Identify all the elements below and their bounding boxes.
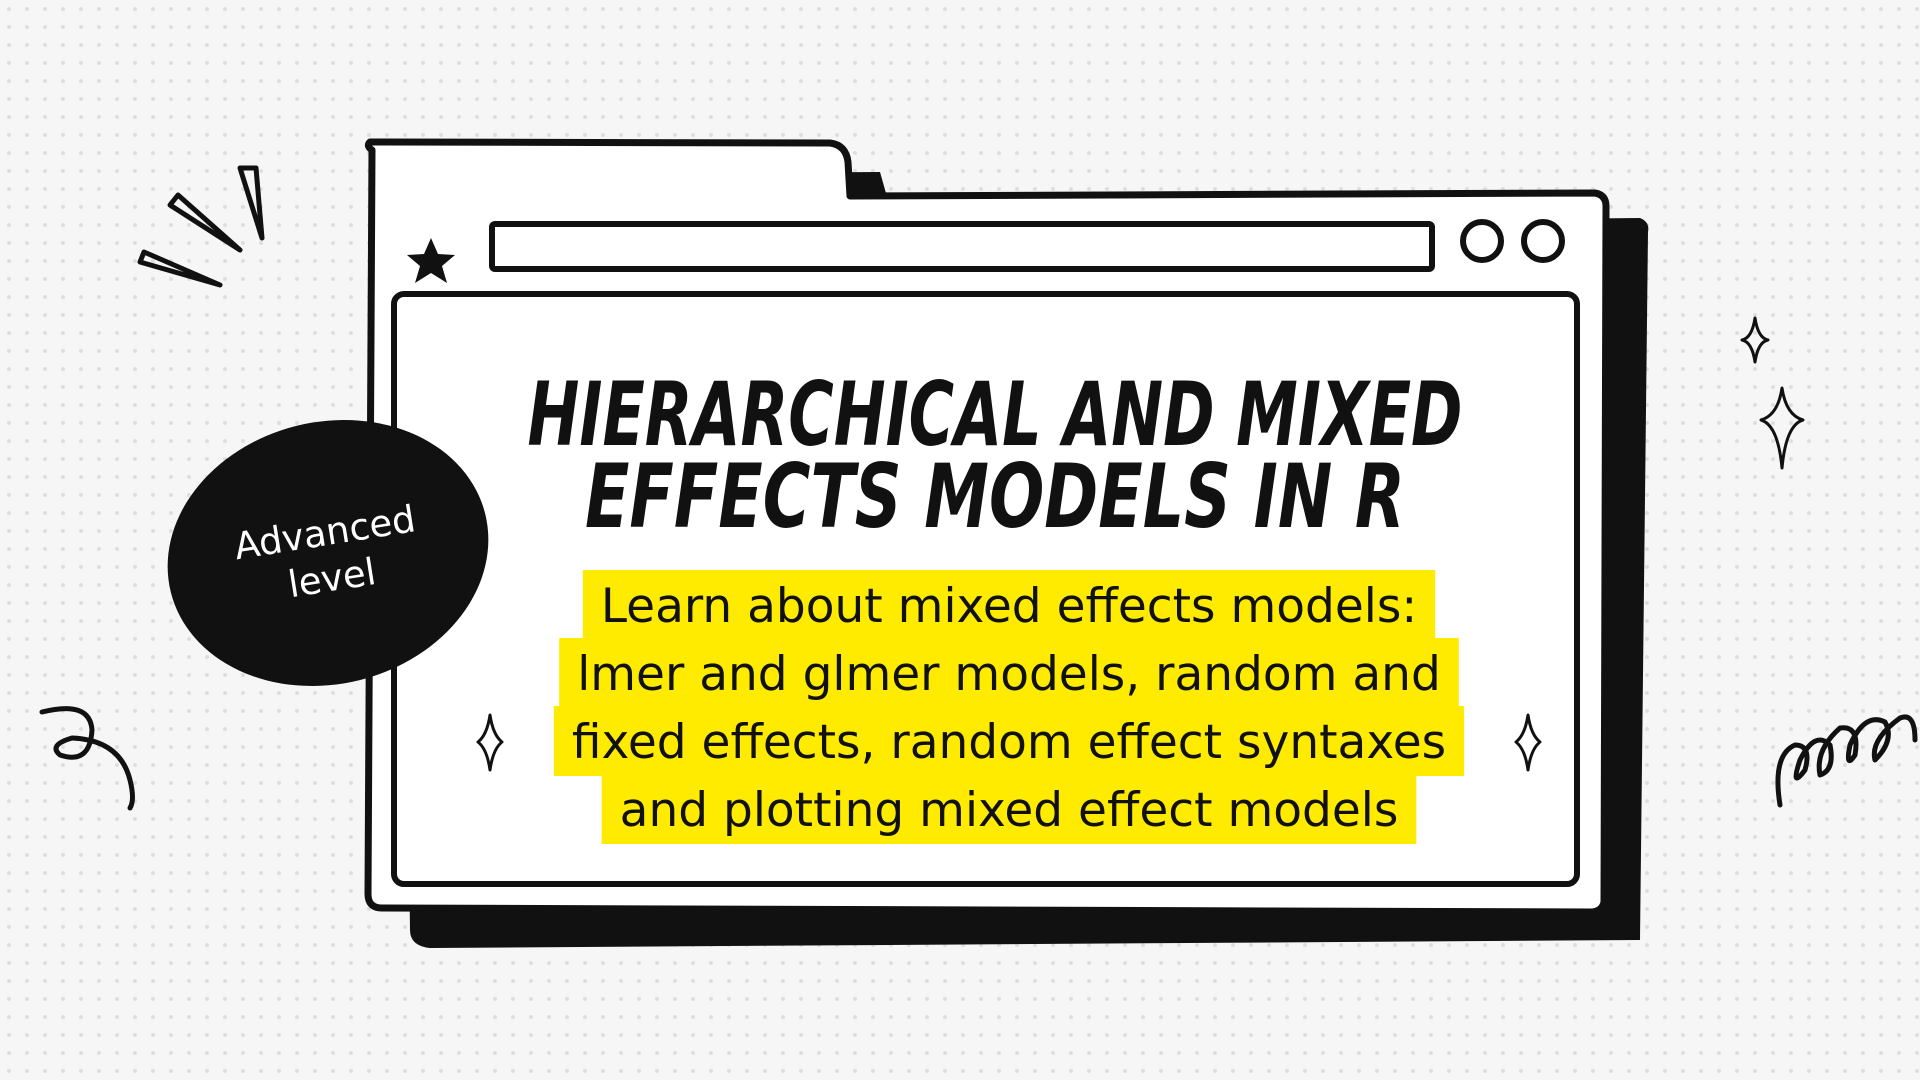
star-icon <box>407 238 455 283</box>
window-button <box>1521 219 1565 263</box>
subtitle-line: fixed effects, random effect syntaxes <box>572 715 1446 770</box>
highlight <box>553 706 1465 776</box>
subtitle-line: lmer and glmer models, random and <box>577 647 1441 702</box>
highlights <box>553 570 1465 844</box>
doodle-lines <box>137 165 265 288</box>
subtitle-line: and plotting mixed effect models <box>620 783 1399 838</box>
highlight <box>559 638 1459 708</box>
title-line: EFFECTS MODELS IN R <box>585 445 1405 548</box>
doodle-loops <box>1775 714 1918 808</box>
highlight <box>601 774 1417 844</box>
highlight <box>582 570 1436 640</box>
level-badge <box>167 419 489 687</box>
doodle-swirl <box>39 706 135 811</box>
title-line: HIERARCHICAL AND MIXED <box>528 363 1463 466</box>
subtitle-line: Learn about mixed effects models: <box>601 579 1417 634</box>
window-button <box>1460 219 1504 263</box>
address-bar <box>489 221 1435 272</box>
subtitle: Learn about mixed effects models: lmer an… <box>572 579 1446 838</box>
doodle-sparkles <box>476 316 1805 772</box>
